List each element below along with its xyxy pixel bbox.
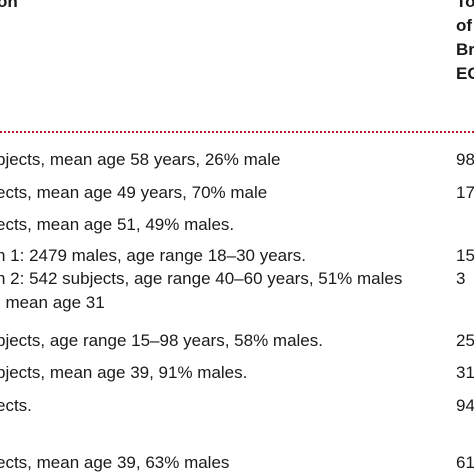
row-description: ects, mean age 49 years, 70% male — [0, 183, 268, 202]
row-value: 31 — [456, 363, 474, 382]
row-value: 61 — [456, 453, 474, 472]
column-header-line: Br — [456, 40, 474, 59]
table-row: n 2: 542 subjects, age range 40–60 years… — [0, 267, 474, 290]
table-row: bjects, mean age 39, 91% males. 31 — [0, 361, 474, 384]
row-description: bjects, mean age 58 years, 26% male — [0, 150, 281, 169]
table-header-left: on — [0, 0, 18, 14]
row-value: 98 — [456, 150, 474, 169]
row-description: bjects, age range 15–98 years, 58% males… — [0, 331, 323, 350]
row-description: bjects, mean age 39, 91% males. — [0, 363, 248, 382]
row-description: ects. — [0, 396, 32, 415]
table-row: , mean age 31 — [0, 291, 474, 314]
table-header-right: To of Br EC — [456, 0, 474, 86]
row-description: n 1: 2479 males, age range 18–30 years. — [0, 246, 306, 265]
header-divider — [0, 131, 474, 133]
row-value: 15 — [456, 246, 474, 265]
table-row: n 1: 2479 males, age range 18–30 years. … — [0, 244, 474, 267]
table-row: bjects, age range 15–98 years, 58% males… — [0, 329, 474, 352]
row-value: 94 — [456, 396, 474, 415]
row-value: 3 — [456, 269, 466, 288]
table-row: bjects, mean age 58 years, 26% male 98 — [0, 148, 474, 171]
table-row: ects, mean age 49 years, 70% male 17 — [0, 181, 474, 204]
table-row: ects. 94 — [0, 394, 474, 417]
column-header-population: on — [0, 0, 18, 11]
row-value: 25 — [456, 331, 474, 350]
column-header-line: of — [456, 16, 473, 35]
column-header-line: To — [456, 0, 474, 11]
row-value: 17 — [456, 183, 474, 202]
row-description: , mean age 31 — [0, 293, 105, 312]
column-header-line: EC — [456, 64, 474, 83]
table-row: ects, mean age 51, 49% males. — [0, 213, 474, 236]
row-description: ects, mean age 39, 63% males — [0, 453, 230, 472]
table-row: ects, mean age 39, 63% males 61 — [0, 451, 474, 474]
row-description: n 2: 542 subjects, age range 40–60 years… — [0, 269, 403, 288]
row-description: ects, mean age 51, 49% males. — [0, 215, 235, 234]
